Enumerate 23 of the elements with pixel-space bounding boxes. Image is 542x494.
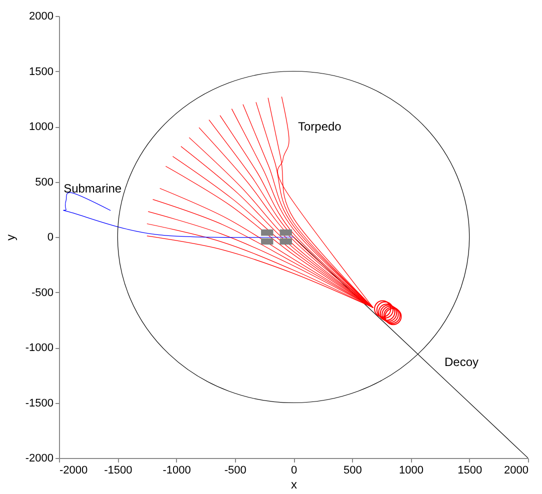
y-tick-label: 1500 (29, 66, 54, 78)
series-label: Decoy (444, 355, 479, 369)
x-tick-label: 1500 (458, 464, 482, 476)
y-tick-label: -500 (31, 286, 54, 299)
y-tick-label: 1000 (29, 121, 54, 133)
x-tick-label: -2000 (60, 464, 88, 476)
y-tick-label: -1500 (25, 397, 54, 410)
y-tick-label: 500 (35, 176, 54, 188)
x-tick-label: -500 (224, 464, 246, 476)
y-tick-label: 2000 (29, 10, 54, 22)
y-tick-label: -1000 (25, 342, 54, 354)
x-tick-label: 1000 (399, 464, 424, 476)
y-tick-label: -2000 (25, 452, 54, 464)
y-tick-label: 0 (47, 232, 54, 244)
x-tick-label: -1500 (104, 464, 132, 476)
x-tick-label: 2000 (504, 464, 528, 476)
x-axis-title: x (291, 478, 297, 492)
x-tick-label: 0 (290, 464, 298, 476)
x-tick-label: 500 (343, 464, 362, 476)
series-label: Torpedo (298, 120, 342, 134)
x-tick-label: -1000 (162, 464, 191, 476)
y-axis-title: y (3, 234, 18, 240)
series-label: Submarine (64, 181, 122, 196)
